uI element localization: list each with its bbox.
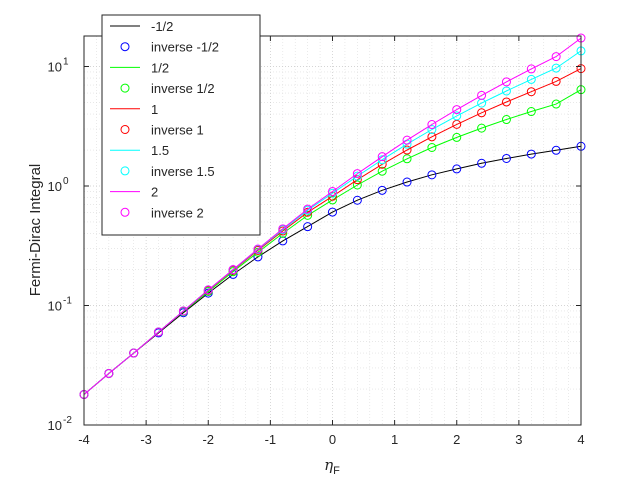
data-point	[427, 132, 437, 142]
data-point	[427, 125, 437, 135]
x-tick-label: 2	[453, 432, 460, 447]
legend-label: 1.5	[151, 143, 169, 158]
data-point	[427, 120, 437, 130]
legend-label: inverse 1	[151, 123, 204, 138]
data-point	[129, 348, 139, 358]
y-tick-label-exponent: 0	[63, 176, 69, 187]
data-point	[303, 222, 313, 232]
data-point	[501, 77, 511, 87]
tick-marks	[83, 36, 582, 426]
data-point	[477, 158, 487, 168]
x-tick-label: 3	[515, 432, 522, 447]
data-point	[501, 86, 511, 96]
x-tick-label: 4	[577, 432, 584, 447]
data-point	[328, 186, 337, 196]
legend-label: 1/2	[151, 60, 169, 75]
legend-label: inverse 1/2	[151, 81, 215, 96]
series-line	[83, 37, 582, 395]
data-point	[477, 123, 487, 133]
data-point	[427, 142, 437, 152]
data-point	[526, 107, 536, 117]
legend-swatch-marker	[120, 166, 130, 176]
legend-label: inverse -1/2	[151, 40, 219, 55]
data-point	[402, 154, 412, 164]
data-point	[253, 244, 263, 254]
y-tick-label: 10	[48, 60, 62, 75]
data-point	[551, 145, 561, 155]
legend-label: inverse 2	[151, 205, 204, 220]
legend-label: -1/2	[151, 19, 173, 34]
y-tick-label: 10	[48, 418, 62, 433]
legend-swatch-marker	[120, 125, 130, 134]
data-point	[104, 368, 114, 378]
x-tick-label: -3	[140, 432, 152, 447]
x-tick-label: 0	[329, 432, 336, 447]
series-line	[83, 145, 582, 395]
x-axis-label: ηF	[324, 456, 340, 477]
data-point	[178, 306, 188, 316]
data-point	[402, 135, 412, 145]
data-point	[377, 166, 387, 176]
minor-grid	[84, 36, 581, 425]
y-tick-label-exponent: -1	[63, 296, 72, 307]
y-tick-label-exponent: -2	[63, 415, 72, 426]
data-point	[427, 170, 437, 180]
y-tick-label: 10	[48, 299, 62, 314]
data-point	[477, 90, 487, 100]
legend-label: 1	[151, 102, 158, 117]
data-point	[377, 185, 387, 195]
y-axis-label: Fermi-Dirac Integral	[27, 164, 44, 297]
data-point	[402, 145, 412, 155]
data-point	[352, 195, 362, 205]
y-tick-label-exponent: 1	[63, 57, 69, 68]
data-point	[526, 149, 536, 159]
data-point	[501, 97, 511, 107]
y-tick-label: 10	[48, 179, 62, 194]
data-point	[501, 115, 511, 125]
data-point	[501, 153, 511, 163]
data-point	[352, 180, 362, 190]
data-point	[551, 52, 561, 62]
data-point	[551, 76, 561, 86]
data-point	[526, 87, 536, 97]
data-point	[154, 327, 164, 337]
legend-box	[101, 14, 261, 236]
data-point	[526, 64, 536, 74]
data-point	[452, 132, 462, 142]
data-point	[352, 169, 362, 179]
data-point	[377, 152, 387, 162]
legend-swatch-marker	[120, 83, 130, 93]
data-point	[228, 265, 238, 275]
legend-swatch-marker	[120, 42, 130, 52]
data-point	[203, 285, 213, 295]
x-tick-label: -2	[202, 432, 214, 447]
data-point	[551, 63, 561, 73]
legend-label: inverse 1.5	[151, 164, 215, 179]
data-point	[402, 177, 412, 187]
data-point	[452, 105, 462, 115]
data-point	[278, 224, 288, 234]
x-tick-label: 1	[391, 432, 398, 447]
series-layer	[79, 33, 586, 399]
legend-label: 2	[151, 185, 158, 200]
x-tick-label: -4	[78, 432, 90, 447]
data-point	[551, 99, 561, 109]
data-point	[477, 108, 487, 118]
x-axis-label-subscript: F	[333, 465, 340, 477]
x-tick-labels: -4 -3 -2 -1 0 1 2 3 4	[78, 432, 584, 447]
data-point	[526, 74, 536, 84]
data-point	[452, 164, 462, 174]
legend-swatch-marker	[120, 207, 130, 217]
data-point	[303, 204, 313, 214]
x-tick-label: -1	[265, 432, 277, 447]
legend: -1/2 inverse -1/2 1/2 inverse 1/2 1 inverse 1…	[101, 14, 261, 236]
x-axis-label-main: η	[324, 456, 333, 474]
data-point	[328, 207, 337, 217]
data-point	[452, 111, 462, 121]
